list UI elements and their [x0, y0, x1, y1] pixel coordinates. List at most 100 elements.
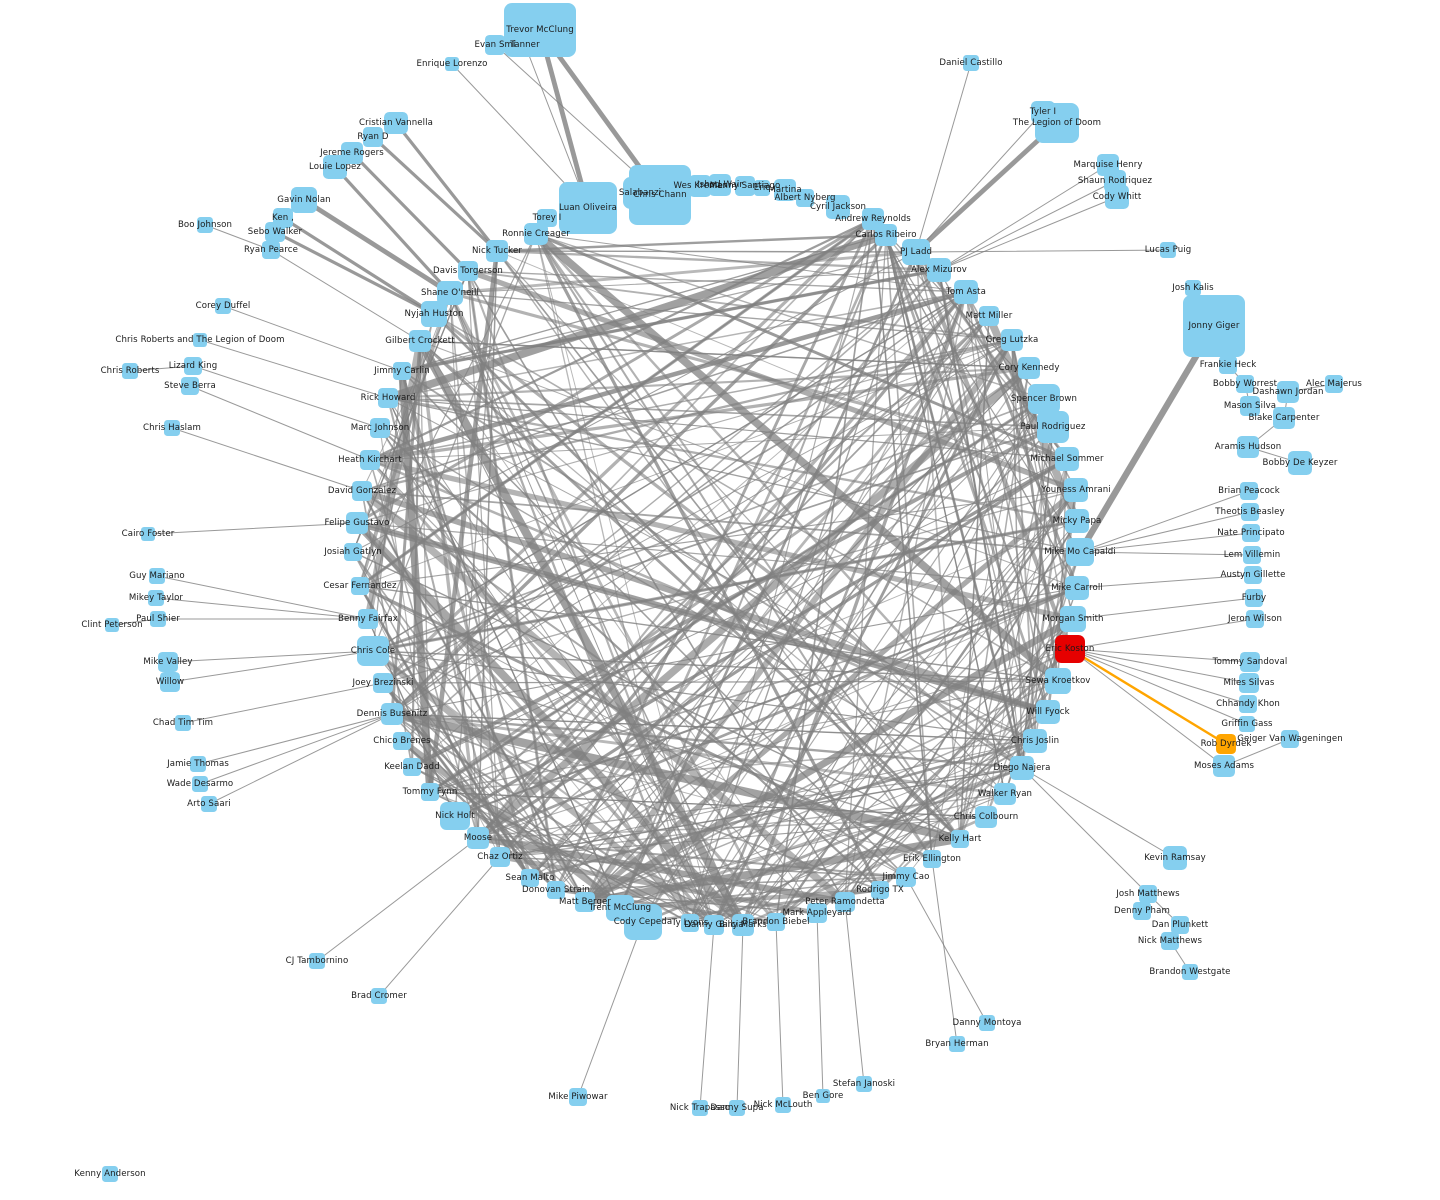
graph-node[interactable] — [1219, 356, 1237, 374]
graph-node[interactable] — [265, 222, 285, 242]
graph-node[interactable] — [1240, 652, 1260, 672]
graph-node[interactable] — [949, 1036, 965, 1052]
graph-node[interactable] — [458, 261, 478, 281]
graph-node[interactable] — [1183, 295, 1245, 357]
graph-node[interactable] — [150, 611, 166, 627]
graph-node[interactable] — [835, 892, 855, 912]
graph-node[interactable] — [681, 914, 699, 932]
graph-node[interactable] — [754, 180, 770, 196]
graph-node[interactable] — [485, 35, 505, 55]
graph-node[interactable] — [923, 850, 941, 868]
graph-node[interactable] — [954, 280, 978, 304]
graph-node[interactable] — [164, 420, 180, 436]
graph-node[interactable] — [102, 1166, 118, 1182]
graph-node[interactable] — [193, 333, 207, 347]
graph-node[interactable] — [1035, 103, 1079, 143]
graph-node[interactable] — [775, 1097, 791, 1113]
graph-node[interactable] — [1037, 411, 1069, 443]
graph-node[interactable] — [197, 217, 213, 233]
graph-node[interactable] — [323, 155, 347, 179]
graph-node[interactable] — [1023, 729, 1047, 753]
graph-node[interactable] — [521, 869, 539, 887]
graph-node[interactable] — [1055, 635, 1085, 663]
graph-node[interactable] — [486, 240, 508, 262]
graph-node[interactable] — [1277, 381, 1299, 403]
graph-node[interactable] — [547, 881, 565, 899]
graph-node[interactable] — [1236, 375, 1254, 393]
graph-node[interactable] — [826, 195, 850, 219]
graph-node[interactable] — [215, 298, 231, 314]
graph-node[interactable] — [490, 847, 510, 867]
graph-node[interactable] — [346, 512, 368, 534]
graph-node[interactable] — [1182, 964, 1198, 980]
graph-node[interactable] — [537, 209, 557, 227]
graph-node[interactable] — [262, 241, 280, 259]
graph-node[interactable] — [1241, 503, 1259, 521]
graph-node[interactable] — [358, 609, 378, 629]
graph-node[interactable] — [291, 187, 317, 213]
graph-node[interactable] — [902, 239, 930, 265]
graph-node[interactable] — [692, 1100, 708, 1116]
graph-node[interactable] — [445, 57, 459, 71]
graph-node[interactable] — [606, 895, 634, 921]
graph-node[interactable] — [352, 481, 372, 501]
graph-node[interactable] — [1064, 478, 1088, 502]
graph-node[interactable] — [524, 223, 548, 245]
graph-node[interactable] — [514, 35, 536, 55]
graph-node[interactable] — [181, 377, 199, 395]
graph-node[interactable] — [467, 827, 489, 849]
graph-node[interactable] — [1240, 396, 1260, 416]
graph-node[interactable] — [1036, 700, 1060, 724]
graph-node[interactable] — [148, 590, 164, 606]
graph-node[interactable] — [774, 179, 796, 201]
graph-node[interactable] — [1237, 436, 1259, 458]
graph-node[interactable] — [149, 568, 165, 584]
graph-node[interactable] — [559, 182, 617, 234]
graph-node[interactable] — [184, 357, 202, 375]
graph-node[interactable] — [1185, 280, 1201, 296]
graph-node[interactable] — [190, 756, 206, 772]
graph-node[interactable] — [409, 330, 431, 352]
graph-node[interactable] — [875, 224, 897, 246]
graph-node[interactable] — [856, 1076, 872, 1092]
graph-node[interactable] — [767, 913, 785, 931]
graph-node[interactable] — [421, 783, 439, 801]
graph-node[interactable] — [1171, 916, 1189, 934]
graph-node[interactable] — [344, 543, 362, 561]
graph-node[interactable] — [371, 988, 387, 1004]
graph-node[interactable] — [440, 802, 470, 830]
graph-node[interactable] — [979, 306, 999, 326]
graph-node[interactable] — [1161, 932, 1179, 950]
graph-node[interactable] — [1239, 695, 1257, 713]
graph-node[interactable] — [1240, 482, 1258, 500]
graph-node[interactable] — [421, 301, 447, 327]
graph-node[interactable] — [141, 527, 155, 541]
graph-node[interactable] — [816, 1089, 830, 1103]
graph-node[interactable] — [393, 732, 411, 750]
graph-node[interactable] — [1213, 755, 1235, 777]
graph-node[interactable] — [1045, 668, 1071, 694]
graph-node[interactable] — [927, 258, 951, 282]
graph-node[interactable] — [1018, 357, 1040, 379]
graph-node[interactable] — [373, 673, 393, 693]
graph-node[interactable] — [689, 175, 711, 197]
graph-node[interactable] — [393, 362, 411, 380]
graph-node[interactable] — [975, 806, 997, 828]
graph-node[interactable] — [729, 1100, 745, 1116]
graph-node[interactable] — [735, 176, 755, 196]
graph-node[interactable] — [951, 830, 969, 848]
graph-node[interactable] — [732, 914, 754, 936]
graph-node[interactable] — [1160, 242, 1176, 258]
graph-node[interactable] — [1245, 589, 1263, 607]
graph-node[interactable] — [1163, 846, 1187, 870]
graph-node[interactable] — [1066, 538, 1094, 566]
graph-node[interactable] — [1239, 673, 1259, 693]
graph-node[interactable] — [403, 758, 421, 776]
graph-node[interactable] — [871, 881, 889, 899]
graph-node[interactable] — [370, 418, 390, 438]
graph-node[interactable] — [1288, 451, 1312, 475]
graph-node[interactable] — [175, 715, 191, 731]
graph-node[interactable] — [437, 281, 463, 305]
graph-node[interactable] — [994, 783, 1016, 805]
graph-node[interactable] — [1001, 329, 1023, 351]
